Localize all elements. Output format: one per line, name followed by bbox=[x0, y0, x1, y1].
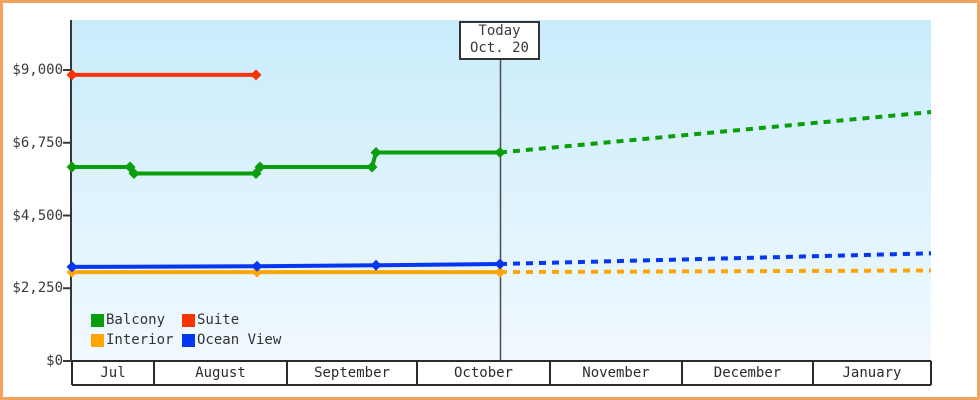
month-label-september: September bbox=[287, 363, 417, 384]
legend-item-suite: Suite bbox=[182, 312, 281, 328]
month-label-jul: Jul bbox=[72, 363, 154, 384]
month-label-november: November bbox=[550, 363, 682, 384]
y-tick-label: $0 bbox=[4, 352, 63, 370]
legend-item-ocean-view: Ocean View bbox=[182, 332, 281, 348]
legend-swatch-ocean-view bbox=[182, 334, 195, 347]
month-label-august: August bbox=[154, 363, 287, 384]
legend-item-interior: Interior bbox=[91, 332, 182, 348]
month-label-december: December bbox=[682, 363, 813, 384]
legend-label: Suite bbox=[197, 312, 239, 328]
month-label-january: January bbox=[813, 363, 931, 384]
legend-label: Interior bbox=[106, 332, 173, 348]
today-label: Today bbox=[461, 23, 538, 40]
chart-legend: Balcony Suite Interior Ocean View bbox=[91, 310, 281, 350]
today-date: Oct. 20 bbox=[461, 40, 538, 57]
y-tick-label: $9,000 bbox=[4, 61, 63, 79]
y-tick-label: $6,750 bbox=[4, 134, 63, 152]
legend-swatch-balcony bbox=[91, 314, 104, 327]
legend-swatch-interior bbox=[91, 334, 104, 347]
y-tick-label: $4,500 bbox=[4, 207, 63, 225]
month-label-october: October bbox=[417, 363, 550, 384]
y-tick-label: $2,250 bbox=[4, 279, 63, 297]
legend-item-balcony: Balcony bbox=[91, 312, 182, 328]
legend-swatch-suite bbox=[182, 314, 195, 327]
today-marker-box: Today Oct. 20 bbox=[459, 21, 540, 60]
legend-label: Ocean View bbox=[197, 332, 281, 348]
price-chart-page: $0 $2,250 $4,500 $6,750 $9,000 JulAugustSept… bbox=[0, 0, 980, 400]
legend-label: Balcony bbox=[106, 312, 165, 328]
